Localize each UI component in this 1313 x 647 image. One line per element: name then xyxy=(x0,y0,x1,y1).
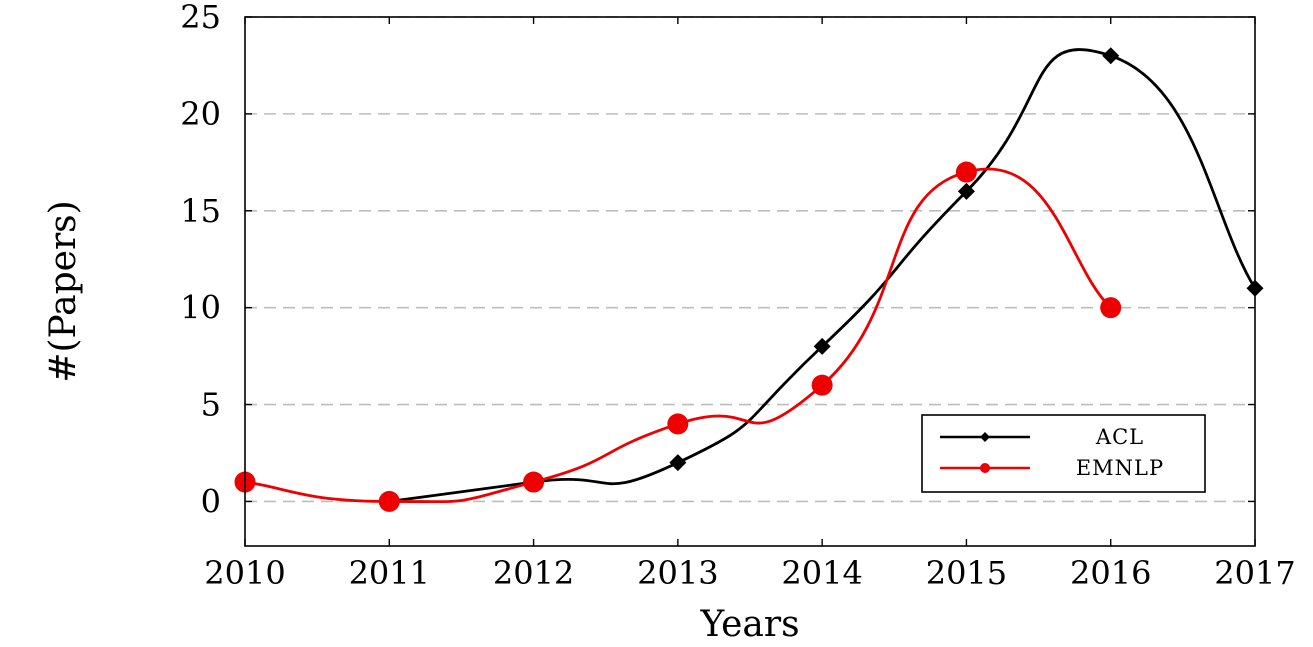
data-point-emnlp xyxy=(955,161,977,183)
legend: ACL EMNLP xyxy=(921,414,1206,493)
y-tick-label: 15 xyxy=(180,192,221,230)
series-line-acl xyxy=(389,48,1257,503)
legend-label-emnlp: EMNLP xyxy=(1076,456,1164,480)
y-axis-title: #(Papers) xyxy=(43,200,84,382)
data-point-emnlp xyxy=(378,490,400,512)
series-emnlp xyxy=(234,161,1122,512)
data-point-emnlp xyxy=(667,413,689,435)
data-point-acl xyxy=(957,182,975,200)
ticks: 0 5 10 15 20 25 2010 2011 2012 2013 2014 2015 2016 20… xyxy=(180,0,1295,592)
x-tick-label: 2013 xyxy=(637,554,718,592)
series-layer xyxy=(234,47,1264,512)
data-point-acl xyxy=(669,454,687,472)
legend-marker-acl xyxy=(980,432,990,442)
x-tick-label: 2016 xyxy=(1070,554,1151,592)
x-tick-label: 2015 xyxy=(926,554,1007,592)
data-point-emnlp xyxy=(523,471,545,493)
x-tick-label: 2017 xyxy=(1214,554,1295,592)
data-point-emnlp xyxy=(1100,297,1122,319)
legend-box xyxy=(921,414,1206,493)
y-tick-label: 5 xyxy=(201,386,221,424)
data-point-acl xyxy=(1102,47,1120,65)
data-point-emnlp xyxy=(811,374,833,396)
x-tick-label: 2010 xyxy=(204,554,285,592)
x-tick-label: 2012 xyxy=(493,554,574,592)
y-tick-label: 10 xyxy=(180,289,221,327)
plot-frame xyxy=(244,16,1256,547)
x-tick-label: 2011 xyxy=(349,554,430,592)
y-tick-label: 20 xyxy=(180,95,221,133)
y-tick-label: 0 xyxy=(201,482,221,520)
y-tick-label: 25 xyxy=(180,0,221,36)
legend-label-acl: ACL xyxy=(1095,425,1144,449)
x-tick-label: 2014 xyxy=(781,554,862,592)
x-axis-title: Years xyxy=(699,604,799,643)
data-point-acl xyxy=(813,337,831,355)
legend-marker-emnlp xyxy=(980,463,990,473)
